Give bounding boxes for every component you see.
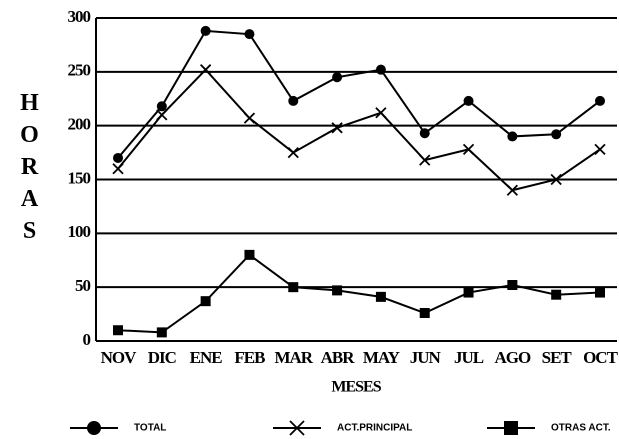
marker — [506, 184, 519, 196]
x-tick-label: NOV — [101, 348, 138, 367]
marker — [244, 29, 255, 40]
marker — [375, 64, 386, 75]
x-tick-label: FEB — [234, 348, 265, 367]
y-tick-label: 300 — [68, 7, 91, 26]
x-tick-label: JUN — [410, 348, 442, 367]
y-tick-label: 100 — [68, 222, 91, 241]
marker — [113, 325, 123, 336]
marker — [375, 107, 387, 119]
marker — [462, 143, 475, 155]
marker — [156, 109, 168, 121]
marker — [287, 146, 299, 159]
x-tick-label: ABR — [321, 348, 356, 367]
x-tick-label: SET — [542, 348, 573, 367]
marker — [551, 289, 562, 300]
marker — [200, 296, 211, 307]
marker — [156, 101, 167, 112]
marker — [595, 95, 605, 106]
x-tick-label: AGO — [494, 348, 531, 367]
marker — [113, 152, 123, 163]
marker — [507, 131, 518, 142]
marker — [332, 285, 343, 296]
marker — [595, 287, 605, 298]
marker — [87, 421, 101, 435]
marker — [331, 122, 343, 134]
x-tick-label: MAR — [274, 348, 313, 367]
marker — [156, 327, 167, 338]
series-line — [117, 253, 601, 334]
x-tick-label: ENE — [190, 348, 223, 367]
x-tick-label: OCT — [583, 348, 619, 367]
marker — [504, 421, 518, 435]
x-tick-label: DIC — [148, 348, 176, 367]
marker — [288, 282, 299, 293]
marker — [199, 64, 212, 76]
x-axis-label: MESES — [331, 379, 381, 396]
marker — [507, 280, 518, 291]
marker — [375, 291, 386, 302]
x-tick-label: JUL — [454, 348, 484, 367]
y-tick-label: 0 — [83, 330, 91, 349]
marker — [332, 72, 343, 83]
marker — [551, 129, 562, 140]
series-line — [117, 68, 601, 192]
marker — [463, 95, 474, 106]
marker — [289, 420, 305, 436]
marker — [419, 308, 430, 319]
y-tick-label: 50 — [75, 276, 91, 295]
marker — [288, 95, 299, 106]
marker — [419, 128, 430, 139]
y-tick-label: 150 — [68, 168, 91, 187]
legend-label: ACT.PRINCIPAL — [337, 423, 412, 434]
legend-item: TOTAL — [70, 423, 166, 434]
legend-label: TOTAL — [134, 423, 166, 434]
y-tick-label: 200 — [68, 115, 91, 134]
legend-label: OTRAS ACT. — [551, 423, 611, 434]
marker — [594, 143, 606, 155]
marker — [550, 173, 562, 186]
marker — [200, 25, 211, 36]
y-axis-label: HORAS — [16, 90, 42, 250]
marker — [243, 112, 256, 124]
series-line — [117, 29, 601, 159]
marker — [419, 154, 431, 166]
y-tick-label: 250 — [68, 61, 91, 80]
marker — [244, 249, 255, 260]
marker — [112, 163, 124, 175]
marker — [463, 287, 474, 298]
x-tick-label: MAY — [363, 348, 400, 367]
